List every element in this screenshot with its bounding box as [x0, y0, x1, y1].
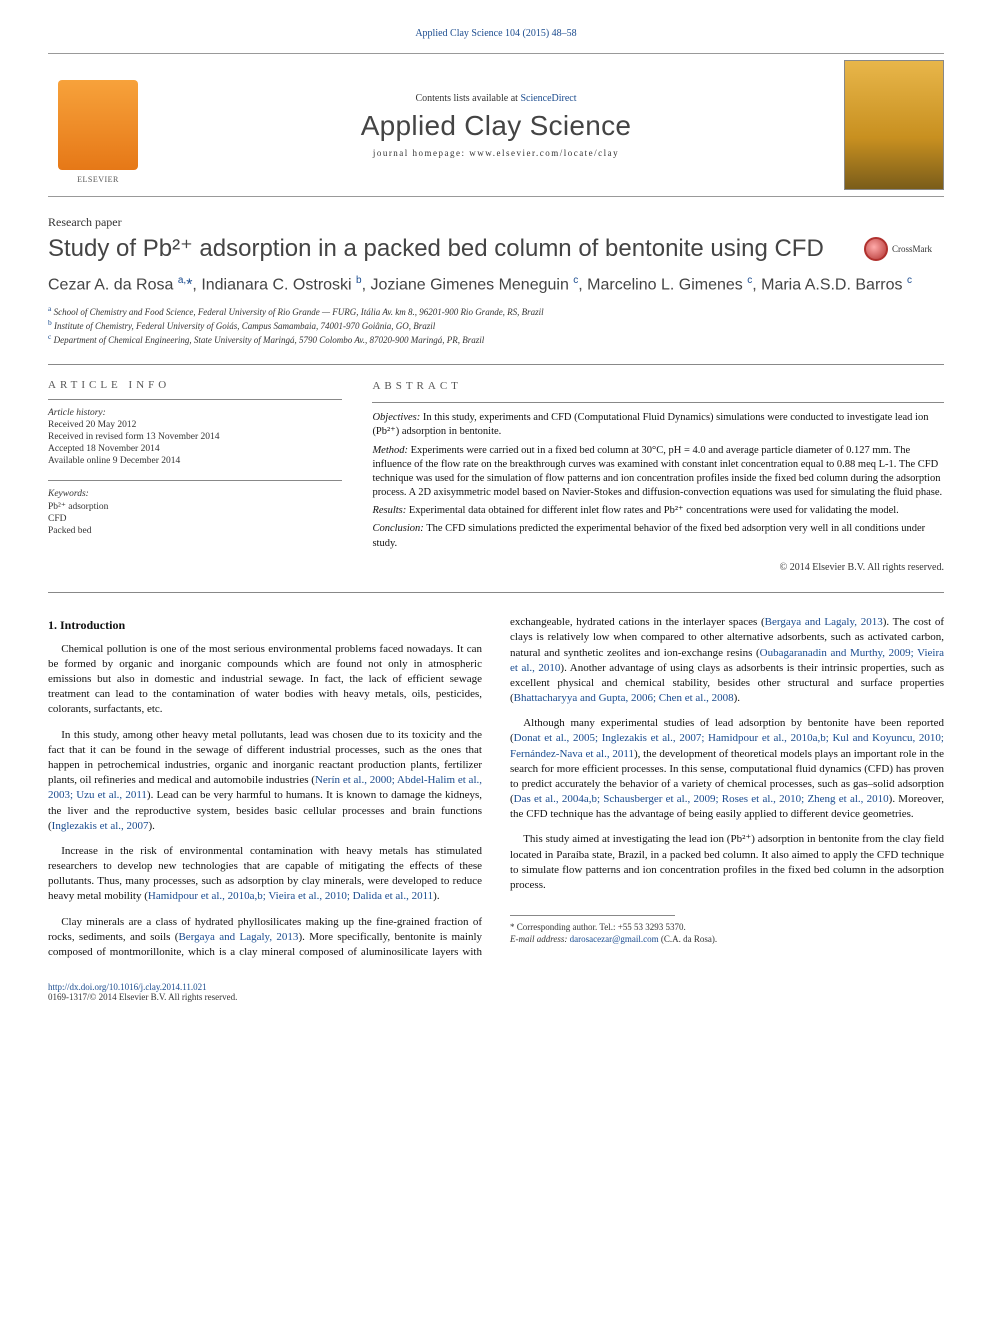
section-1-heading: 1. Introduction [48, 617, 482, 634]
body-text: 1. Introduction Chemical pollution is on… [48, 615, 944, 960]
article-info: article info Article history: Received 2… [48, 379, 342, 574]
footer: http://dx.doi.org/10.1016/j.clay.2014.11… [48, 982, 944, 1002]
footnote-rule [510, 915, 675, 916]
intro-p5: Although many experimental studies of le… [510, 716, 944, 822]
abstract-heading: abstract [372, 379, 944, 394]
history-received: Received 20 May 2012 [48, 420, 342, 430]
corr-author-email[interactable]: darosacezar@gmail.com [570, 934, 659, 944]
journal-homepage-url[interactable]: www.elsevier.com/locate/clay [469, 148, 619, 158]
doi-link[interactable]: http://dx.doi.org/10.1016/j.clay.2014.11… [48, 982, 207, 992]
rule-abs [372, 402, 944, 403]
ref-bergaya-2013a[interactable]: Bergaya and Lagaly, 2013 [178, 931, 298, 943]
corr-author-who: (C.A. da Rosa). [661, 934, 717, 944]
ref-das-2004[interactable]: Das et al., 2004a,b; Schausberger et al.… [514, 793, 889, 805]
masthead: Contents lists available at ScienceDirec… [48, 53, 944, 197]
corr-author-text: Corresponding author. Tel.: +55 53 3293 … [517, 922, 686, 932]
history-revised: Received in revised form 13 November 201… [48, 432, 342, 442]
abstract-copyright: © 2014 Elsevier B.V. All rights reserved… [372, 561, 944, 575]
paper-type: Research paper [48, 215, 944, 230]
journal-homepage: journal homepage: www.elsevier.com/locat… [148, 148, 844, 158]
history-online: Available online 9 December 2014 [48, 456, 342, 466]
crossmark-badge[interactable]: CrossMark [864, 234, 944, 264]
journal-cover-thumb [844, 60, 944, 190]
email-label: E-mail address: [510, 934, 567, 944]
contents-line: Contents lists available at ScienceDirec… [148, 93, 844, 104]
abs-method: Experiments were carried out in a fixed … [372, 445, 942, 499]
author-list: Cezar A. da Rosa a,*, Indianara C. Ostro… [48, 274, 944, 296]
ref-bhattacharyya-2006[interactable]: Bhattacharyya and Gupta, 2006; Chen et a… [514, 692, 734, 704]
abs-conclusion-label: Conclusion: [372, 523, 423, 534]
abstract: abstract Objectives: In this study, expe… [372, 379, 944, 574]
rule-bottom [48, 592, 944, 593]
journal-name: Applied Clay Science [148, 110, 844, 142]
affiliation-c: Department of Chemical Engineering, Stat… [54, 335, 485, 345]
keyword-1: CFD [48, 514, 342, 524]
article-info-heading: article info [48, 379, 342, 391]
running-head-link[interactable]: Applied Clay Science 104 (2015) 48–58 [415, 28, 576, 39]
abs-conclusion: The CFD simulations predicted the experi… [372, 523, 925, 548]
rule-ai [48, 399, 342, 400]
intro-p2: In this study, among other heavy metal p… [48, 728, 482, 834]
affiliation-a: School of Chemistry and Food Science, Fe… [54, 307, 544, 317]
sciencedirect-link[interactable]: ScienceDirect [520, 93, 576, 104]
keywords-label: Keywords: [48, 489, 342, 499]
rule-kw [48, 480, 342, 481]
intro-p3: Increase in the risk of environmental co… [48, 844, 482, 905]
intro-p6: This study aimed at investigating the le… [510, 832, 944, 893]
crossmark-label: CrossMark [892, 244, 932, 254]
elsevier-tree-icon [58, 80, 138, 170]
issn-copyright: 0169-1317/© 2014 Elsevier B.V. All right… [48, 992, 944, 1002]
intro-p1: Chemical pollution is one of the most se… [48, 642, 482, 718]
corresponding-author-footnote: * Corresponding author. Tel.: +55 53 329… [510, 922, 944, 945]
crossmark-icon [864, 237, 888, 261]
history-label: Article history: [48, 408, 342, 418]
abs-results-label: Results: [372, 505, 406, 516]
affiliation-b: Institute of Chemistry, Federal Universi… [54, 321, 435, 331]
publisher-logo [48, 75, 148, 175]
article-title: Study of Pb²⁺ adsorption in a packed bed… [48, 234, 852, 264]
keyword-0: Pb²⁺ adsorption [48, 501, 342, 512]
abs-objectives: In this study, experiments and CFD (Comp… [372, 412, 928, 437]
masthead-center: Contents lists available at ScienceDirec… [148, 93, 844, 158]
keyword-2: Packed bed [48, 526, 342, 536]
ref-bergaya-2013b[interactable]: Bergaya and Lagaly, 2013 [765, 616, 883, 628]
abs-objectives-label: Objectives: [372, 412, 420, 423]
history-accepted: Accepted 18 November 2014 [48, 444, 342, 454]
ref-inglezakis-2007[interactable]: Inglezakis et al., 2007 [52, 820, 149, 832]
abs-method-label: Method: [372, 445, 408, 456]
abs-results: Experimental data obtained for different… [409, 505, 899, 516]
running-head: Applied Clay Science 104 (2015) 48–58 [48, 28, 944, 39]
affiliations: a School of Chemistry and Food Science, … [48, 304, 944, 346]
ref-hamidpour-2010[interactable]: Hamidpour et al., 2010a,b; Vieira et al.… [148, 890, 433, 902]
